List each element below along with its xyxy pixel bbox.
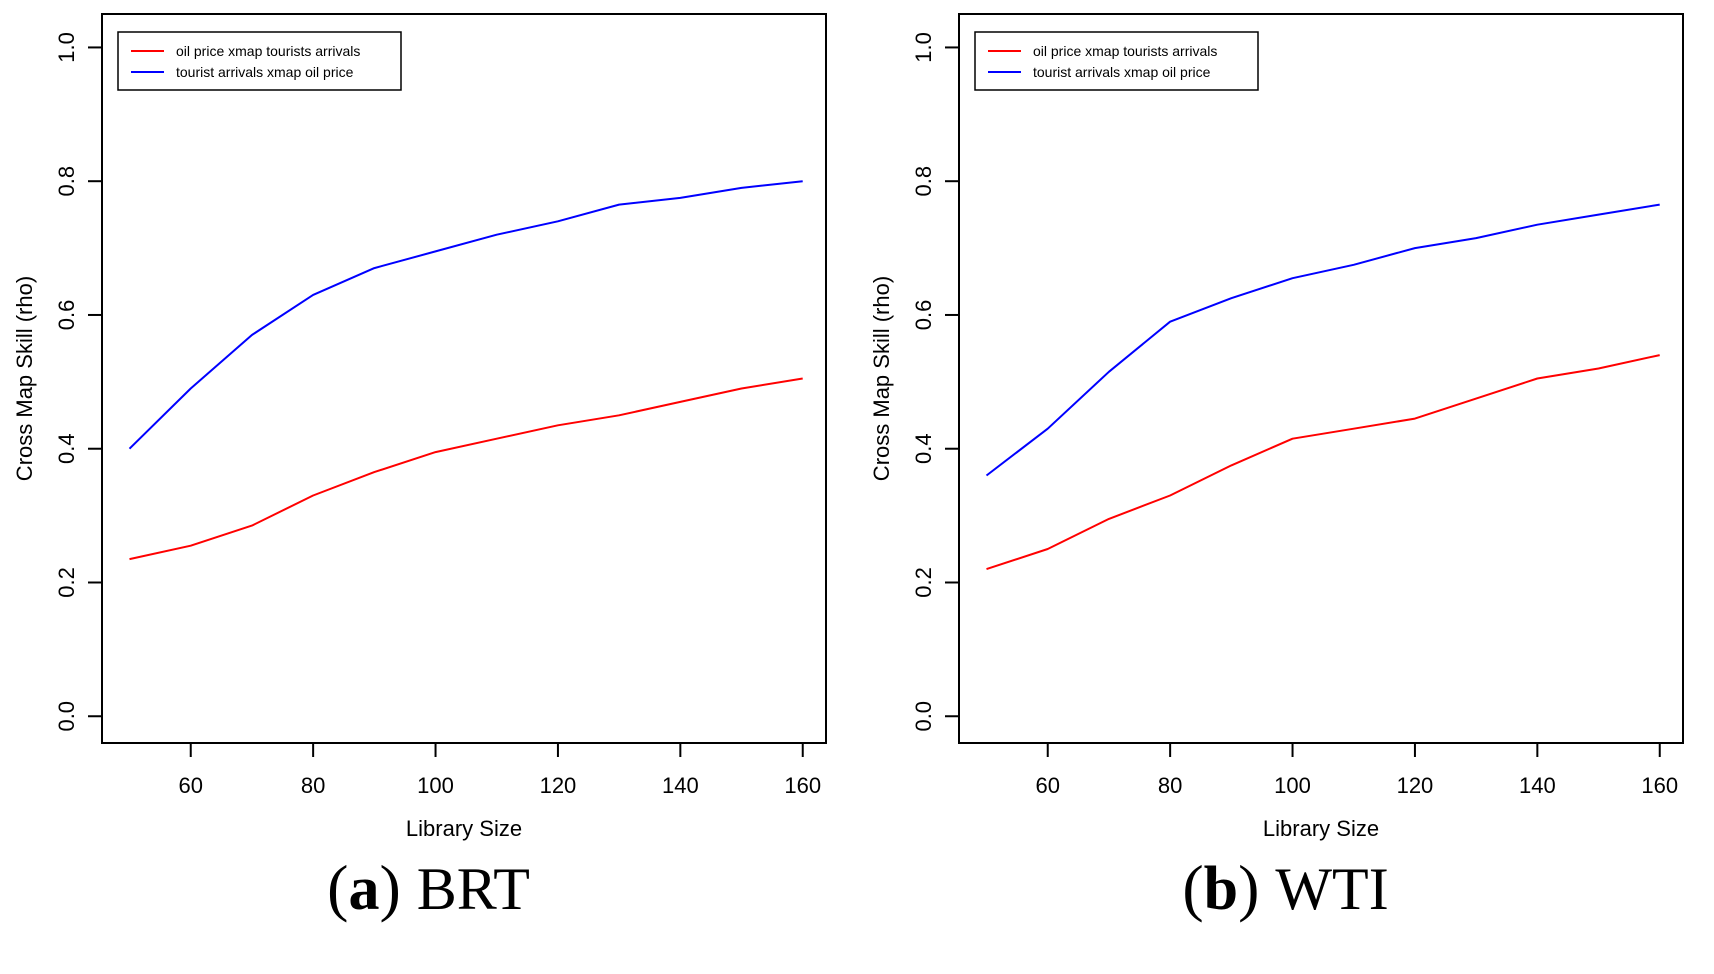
y-axis-title: Cross Map Skill (rho) bbox=[869, 276, 894, 481]
series-line bbox=[985, 203, 1660, 477]
y-tick-label: 0.8 bbox=[54, 166, 79, 197]
y-tick-label: 0.4 bbox=[54, 433, 79, 464]
y-tick-label: 0.0 bbox=[54, 701, 79, 732]
y-tick-label: 0.2 bbox=[911, 567, 936, 598]
x-tick-label: 120 bbox=[540, 773, 577, 798]
legend-label: oil price xmap tourists arrivals bbox=[1033, 43, 1217, 59]
x-tick-label: 80 bbox=[1158, 773, 1182, 798]
x-tick-label: 160 bbox=[784, 773, 821, 798]
x-tick-label: 100 bbox=[417, 773, 454, 798]
y-tick-label: 0.6 bbox=[54, 300, 79, 331]
legend-label: oil price xmap tourists arrivals bbox=[176, 43, 360, 59]
caption-a-open-paren: ( bbox=[327, 852, 349, 923]
y-tick-label: 0.0 bbox=[911, 701, 936, 732]
plot-box bbox=[958, 13, 1684, 744]
caption-b-letter: b bbox=[1203, 855, 1239, 923]
x-tick-label: 80 bbox=[301, 773, 325, 798]
caption-a-letter: a bbox=[348, 855, 380, 923]
ccm-plot-wti: 60 80 100 120 140 160 0.0 0.2 0.4 0.6 0.8 1.0 Librar… bbox=[869, 13, 1684, 841]
series-line bbox=[986, 354, 1660, 571]
x-tick-label: 160 bbox=[1641, 773, 1678, 798]
caption-a-label: BRT bbox=[416, 856, 530, 922]
x-tick-label: 60 bbox=[178, 773, 202, 798]
series-line bbox=[128, 180, 803, 450]
caption-b-open-paren: ( bbox=[1182, 852, 1204, 923]
y-tick-label: 0.4 bbox=[911, 433, 936, 464]
y-tick-label: 1.0 bbox=[54, 32, 79, 63]
legend-label: tourist arrivals xmap oil price bbox=[1033, 64, 1211, 80]
legend-box bbox=[117, 31, 402, 91]
caption-b: (b) WTI bbox=[857, 845, 1714, 974]
x-tick-label: 100 bbox=[1274, 773, 1311, 798]
x-tick-label: 140 bbox=[1519, 773, 1556, 798]
series-line bbox=[129, 377, 803, 561]
x-axis-title: Library Size bbox=[406, 816, 522, 841]
x-tick-label: 60 bbox=[1035, 773, 1059, 798]
legend-label: tourist arrivals xmap oil price bbox=[176, 64, 354, 80]
y-tick-label: 0.2 bbox=[54, 567, 79, 598]
y-tick-label: 0.8 bbox=[911, 166, 936, 197]
legend-box bbox=[974, 31, 1259, 91]
plot-box bbox=[101, 13, 827, 744]
caption-a: (a) BRT bbox=[0, 845, 857, 974]
x-tick-label: 140 bbox=[662, 773, 699, 798]
y-tick-label: 1.0 bbox=[911, 32, 936, 63]
y-tick-label: 0.6 bbox=[911, 300, 936, 331]
x-tick-label: 120 bbox=[1397, 773, 1434, 798]
ccm-plot-brt: 60 80 100 120 140 160 0.0 0.2 0.4 0.6 0.8 1.0 Librar… bbox=[12, 13, 827, 841]
caption-b-close-paren: ) bbox=[1238, 852, 1260, 923]
caption-b-label: WTI bbox=[1275, 856, 1389, 922]
x-axis-title: Library Size bbox=[1263, 816, 1379, 841]
y-axis-title: Cross Map Skill (rho) bbox=[12, 276, 37, 481]
caption-a-close-paren: ) bbox=[379, 852, 401, 923]
